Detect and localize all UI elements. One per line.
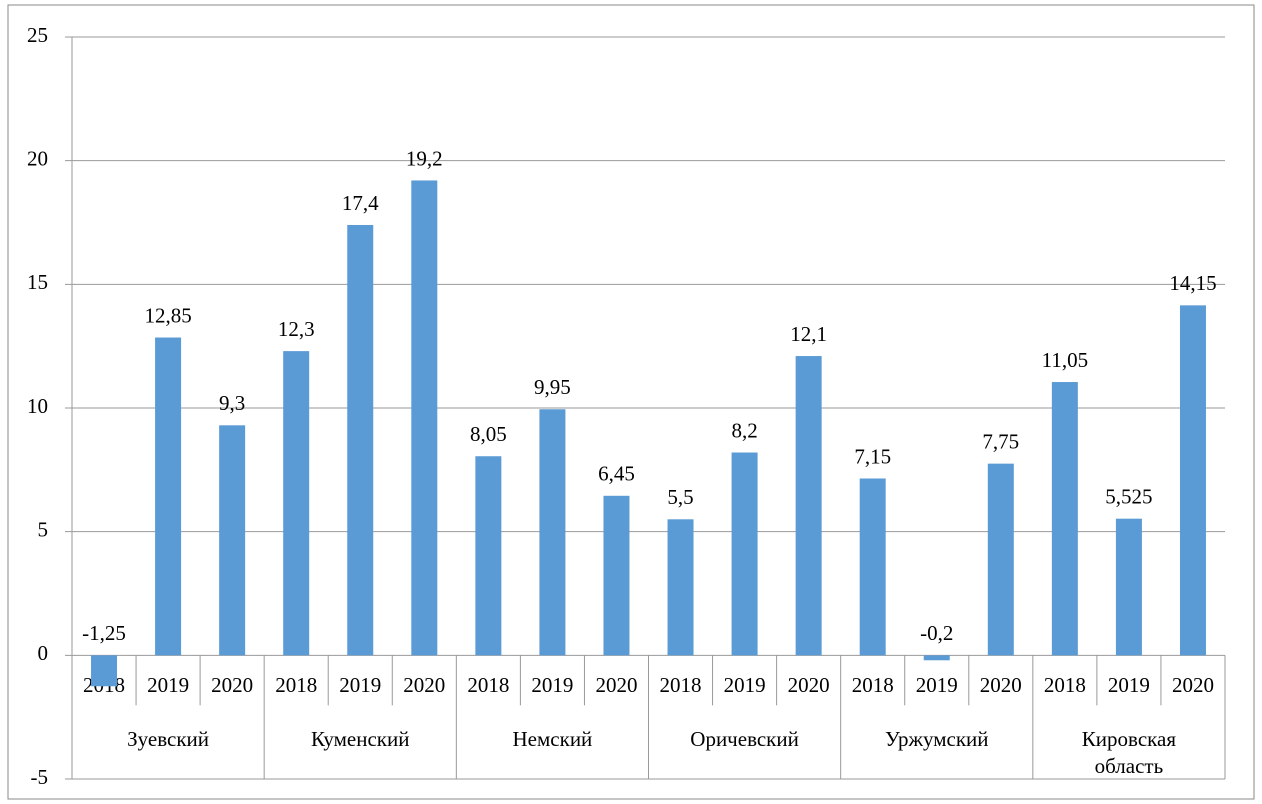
y-tick-label: 5 (38, 517, 49, 541)
bar (475, 456, 502, 656)
data-label: 7,75 (982, 429, 1019, 453)
x-tick-label: 2020 (788, 673, 830, 697)
y-tick-label: 15 (27, 270, 48, 294)
group-label: Уржумский (884, 727, 989, 752)
data-label: 12,85 (144, 303, 191, 327)
x-tick-label: 2020 (1172, 673, 1214, 697)
group-label: Куменский (310, 727, 410, 752)
group-label: Кировская область (1081, 727, 1177, 779)
bar (283, 351, 310, 656)
x-tick-label: 2018 (275, 673, 317, 697)
data-label: 7,15 (854, 444, 891, 468)
data-label: 8,2 (731, 418, 757, 442)
data-label: -1,25 (82, 621, 126, 645)
chart-border (7, 4, 1255, 800)
bar (155, 337, 182, 656)
bar (795, 356, 822, 656)
bar (859, 478, 886, 656)
data-label: 9,95 (534, 375, 571, 399)
group-label: Немский (512, 727, 593, 752)
bar (1179, 305, 1206, 656)
group-label: Зуевский (127, 727, 209, 752)
data-label: 8,05 (470, 422, 507, 446)
bar (603, 495, 630, 656)
y-tick-label: 20 (27, 146, 48, 170)
bar (219, 425, 246, 656)
data-label: 6,45 (598, 462, 635, 486)
bar (923, 655, 950, 661)
x-tick-label: 2020 (403, 673, 445, 697)
data-label: -0,2 (920, 621, 953, 645)
x-tick-label: 2019 (531, 673, 573, 697)
data-label: 17,4 (342, 191, 379, 215)
bar (1051, 382, 1078, 656)
x-tick-label: 2018 (1044, 673, 1086, 697)
x-tick-label: 2019 (916, 673, 958, 697)
data-label: 5,525 (1105, 484, 1152, 508)
bar (667, 519, 694, 656)
bar (411, 180, 438, 656)
x-tick-label: 2020 (595, 673, 637, 697)
data-label: 19,2 (406, 146, 443, 170)
data-label: 14,15 (1169, 271, 1216, 295)
y-tick-label: 0 (38, 641, 49, 665)
x-tick-label: 2019 (1108, 673, 1150, 697)
bar (91, 655, 118, 687)
bar (731, 452, 758, 656)
data-label: 11,05 (1042, 348, 1088, 372)
data-label: 9,3 (219, 391, 245, 415)
data-label: 12,3 (278, 317, 315, 341)
x-tick-label: 2020 (211, 673, 253, 697)
x-tick-label: 2019 (147, 673, 189, 697)
bar (1115, 518, 1142, 656)
x-tick-label: 2019 (339, 673, 381, 697)
x-tick-label: 2018 (660, 673, 702, 697)
x-tick-label: 2020 (980, 673, 1022, 697)
bar (539, 409, 566, 656)
group-label: Оричевский (690, 727, 799, 752)
bar (987, 463, 1014, 656)
x-tick-label: 2019 (724, 673, 766, 697)
x-tick-label: 2018 (467, 673, 509, 697)
y-tick-label: 25 (27, 23, 48, 47)
y-tick-label: -5 (31, 765, 49, 789)
bar (347, 224, 374, 656)
y-tick-label: 10 (27, 394, 48, 418)
x-tick-label: 2018 (852, 673, 894, 697)
data-label: 5,5 (667, 485, 693, 509)
data-label: 12,1 (790, 322, 827, 346)
